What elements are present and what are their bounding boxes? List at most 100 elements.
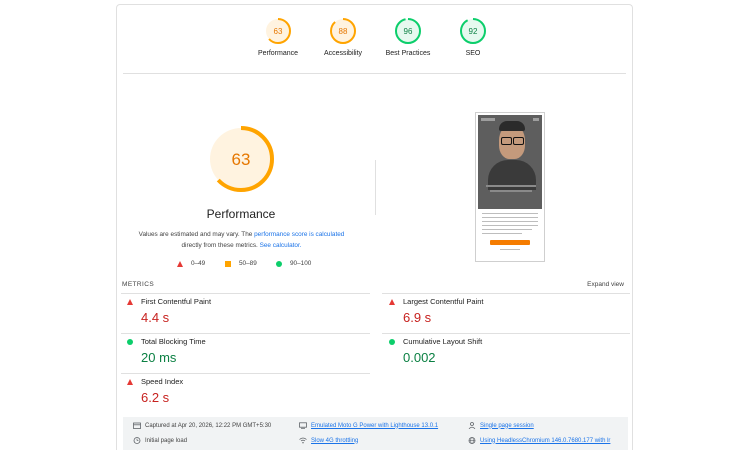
metrics-header: METRICS: [122, 281, 155, 288]
metric-value: 20 ms: [141, 350, 177, 365]
single-page-session-link[interactable]: Single page session: [468, 422, 534, 430]
globe-icon: [468, 437, 476, 444]
average-square-icon: [225, 260, 231, 267]
runtime-settings-footer: Captured at Apr 20, 2026, 12:22 PM GMT+5…: [123, 417, 628, 450]
metric-total-blocking-time: Total Blocking Time 20 ms: [127, 337, 357, 365]
metrics-divider-left: [121, 293, 370, 294]
captured-at: Captured at Apr 20, 2026, 12:22 PM GMT+5…: [133, 422, 271, 429]
metric-cumulative-layout-shift: Cumulative Layout Shift 0.002: [389, 337, 619, 365]
glasses-right-icon: [513, 137, 524, 145]
person-icon: [468, 422, 476, 430]
seo-gauge-ring: 92: [460, 18, 486, 44]
pass-circle-icon: [389, 338, 395, 345]
consent-text-line: [482, 217, 538, 218]
best-practices-gauge-ring: 96: [395, 18, 421, 44]
legend-pass: 90–100: [276, 260, 311, 267]
category-scores: 63 Performance 88 Accessibility 96 Best …: [117, 17, 632, 73]
pass-circle-icon: [276, 260, 282, 267]
legend-average: 50–89: [225, 260, 257, 267]
metric-value: 6.2 s: [141, 390, 170, 405]
seo-score: 92: [469, 27, 478, 36]
metric-name: Largest Contentful Paint: [403, 297, 484, 306]
throttle-text: Slow 4G throttling: [311, 437, 359, 444]
vertical-separator: [375, 160, 376, 215]
gauge-performance[interactable]: 63 Performance: [238, 17, 318, 57]
metric-value: 6.9 s: [403, 310, 432, 325]
consent-text-line: [482, 221, 538, 222]
see-calculator-link[interactable]: See calculator.: [259, 242, 302, 249]
menu-icon: [533, 118, 539, 121]
metric-first-contentful-paint: First Contentful Paint 4.4 s: [127, 297, 357, 325]
header-divider: [123, 73, 626, 74]
metrics-divider-right: [382, 293, 630, 294]
wifi-icon: [299, 437, 307, 444]
metric-speed-index: Speed Index 6.2 s: [127, 377, 357, 405]
score-description: Values are estimated and may vary. The p…: [129, 229, 354, 251]
accessibility-gauge-ring: 88: [330, 18, 356, 44]
metric-largest-contentful-paint: Largest Contentful Paint 6.9 s: [389, 297, 619, 325]
session-text: Single page session: [480, 422, 534, 429]
browser-text: Using HeadlessChromium 146.0.7680.177 wi…: [480, 437, 611, 444]
emulated-device-link[interactable]: Emulated Moto G Power with Lighthouse 13…: [299, 422, 438, 429]
consent-text-line: [482, 225, 538, 226]
screenshot-hair: [499, 121, 525, 131]
throttling-link[interactable]: Slow 4G throttling: [299, 437, 358, 444]
captured-text: Captured at Apr 20, 2026, 12:22 PM GMT+5…: [145, 422, 272, 429]
legend-pass-range: 90–100: [290, 260, 312, 267]
hero-text-line: [490, 190, 532, 192]
screenshot-logo: [481, 118, 495, 121]
performance-title: Performance: [206, 207, 276, 221]
legend-fail: 0–49: [177, 260, 205, 267]
metric-name: Total Blocking Time: [141, 337, 206, 346]
main-gauge-ring: 63: [208, 126, 274, 192]
metric-value: 4.4 s: [141, 310, 170, 325]
metric-value: 0.002: [403, 350, 436, 365]
clock-icon: [133, 437, 141, 444]
consent-text-line: [482, 213, 538, 214]
metric-name: Speed Index: [141, 377, 184, 386]
legend-fail-range: 0–49: [191, 260, 206, 267]
screenshot-hero-image: [478, 115, 542, 209]
performance-main-gauge: 63: [206, 124, 276, 194]
fail-triangle-icon: [389, 298, 395, 305]
hero-text-line: [486, 185, 536, 187]
accessibility-score: 88: [339, 27, 348, 36]
gauge-seo[interactable]: 92 SEO: [433, 17, 513, 57]
calendar-icon: [133, 422, 141, 429]
device-text: Emulated Moto G Power with Lighthouse 13…: [311, 422, 439, 429]
load-text: Initial page load: [145, 437, 188, 444]
gauge-best-practices[interactable]: 96 Best Practices: [368, 17, 448, 57]
consent-text-line: [482, 229, 532, 230]
consent-text-line: [482, 233, 522, 234]
accessibility-label: Accessibility: [323, 50, 363, 57]
description-text: Values are estimated and may vary. The: [138, 231, 255, 238]
gauge-accessibility[interactable]: 88 Accessibility: [303, 17, 383, 57]
best-practices-label: Best Practices: [385, 50, 431, 57]
seo-label: SEO: [465, 50, 481, 57]
main-score: 63: [232, 150, 251, 169]
fail-triangle-icon: [177, 260, 183, 267]
metrics-divider-left: [121, 333, 370, 334]
metric-name: First Contentful Paint: [141, 297, 212, 306]
pass-circle-icon: [127, 338, 133, 345]
performance-score: 63: [274, 27, 283, 36]
performance-gauge-ring: 63: [265, 18, 291, 44]
performance-score-link[interactable]: performance score is calculated: [254, 231, 345, 238]
lighthouse-report-card: 63 Performance 88 Accessibility 96 Best …: [116, 4, 633, 450]
description-text-2: directly from these metrics.: [181, 242, 260, 249]
device-icon: [299, 422, 307, 429]
expand-view-toggle[interactable]: Expand view: [587, 281, 624, 288]
accept-button-thumbnail: [490, 240, 530, 245]
legend-average-range: 50–89: [239, 260, 257, 267]
final-screenshot-thumbnail[interactable]: [475, 112, 545, 262]
fail-triangle-icon: [127, 298, 133, 305]
fail-triangle-icon: [127, 378, 133, 385]
metric-name: Cumulative Layout Shift: [403, 337, 483, 346]
decline-link-thumbnail: [500, 249, 520, 250]
glasses-left-icon: [501, 137, 512, 145]
metrics-divider-right: [382, 333, 630, 334]
performance-label: Performance: [257, 50, 299, 57]
initial-page-load: Initial page load: [133, 437, 187, 444]
browser-info-link[interactable]: Using HeadlessChromium 146.0.7680.177 wi…: [468, 437, 610, 444]
metrics-divider-left: [121, 373, 370, 374]
